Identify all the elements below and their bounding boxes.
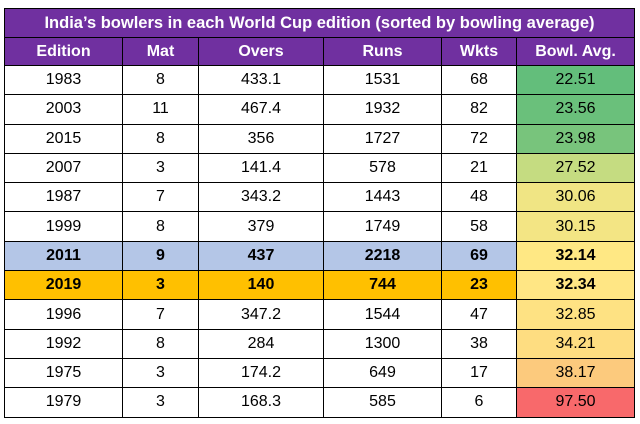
- cell-runs: 1531: [323, 64, 442, 96]
- cell-mat: 8: [122, 123, 199, 154]
- column-header-row: Edition Mat Overs Runs Wkts Bowl. Avg.: [4, 37, 636, 66]
- cell-wkts: 6: [441, 387, 517, 418]
- cell-runs: 649: [323, 357, 442, 389]
- cell-edition: 2015: [4, 123, 123, 154]
- cell-mat: 9: [122, 240, 199, 272]
- table-row: 1996 7 347.2 1544 47 32.85: [4, 299, 636, 330]
- cell-overs: 174.2: [198, 357, 324, 389]
- cell-overs: 467.4: [198, 94, 324, 125]
- cell-runs: 1932: [323, 94, 442, 125]
- cell-runs: 1300: [323, 328, 442, 359]
- cell-bowl-avg: 32.85: [515, 299, 636, 330]
- cell-overs: 347.2: [198, 299, 324, 330]
- cell-bowl-avg: 23.98: [515, 123, 636, 154]
- table-body: 1983 8 433.1 1531 68 22.51 2003 11 467.4…: [4, 64, 636, 418]
- stats-table-container: India’s bowlers in each World Cup editio…: [3, 8, 636, 418]
- cell-runs: 585: [323, 387, 442, 418]
- cell-runs: 578: [323, 152, 442, 184]
- cell-bowl-avg: 30.15: [515, 211, 636, 242]
- cell-edition: 2011: [4, 240, 123, 272]
- column-header-runs: Runs: [323, 37, 442, 66]
- table-row: 1975 3 174.2 649 17 38.17: [4, 357, 636, 389]
- cell-bowl-avg: 34.21: [515, 328, 636, 359]
- cell-wkts: 72: [441, 123, 517, 154]
- cell-edition: 1987: [4, 182, 123, 213]
- column-header-mat: Mat: [122, 37, 199, 66]
- cell-overs: 437: [198, 240, 324, 272]
- cell-edition: 1979: [4, 387, 123, 418]
- cell-wkts: 48: [441, 182, 517, 213]
- cell-overs: 356: [198, 123, 324, 154]
- cell-wkts: 68: [441, 64, 517, 96]
- table-row: 2007 3 141.4 578 21 27.52: [4, 152, 636, 184]
- table-row: 2015 8 356 1727 72 23.98: [4, 123, 636, 154]
- table-row: 1983 8 433.1 1531 68 22.51: [4, 64, 636, 96]
- cell-overs: 433.1: [198, 64, 324, 96]
- table-row: 2011 9 437 2218 69 32.14: [4, 240, 636, 272]
- cell-runs: 2218: [323, 240, 442, 272]
- cell-runs: 1727: [323, 123, 442, 154]
- cell-wkts: 23: [441, 270, 517, 301]
- cell-overs: 141.4: [198, 152, 324, 184]
- table-title-row: India’s bowlers in each World Cup editio…: [3, 8, 636, 38]
- cell-runs: 1749: [323, 211, 442, 242]
- column-header-wkts: Wkts: [441, 37, 517, 66]
- cell-edition: 2007: [4, 152, 123, 184]
- cell-overs: 284: [198, 328, 324, 359]
- cell-bowl-avg: 30.06: [515, 182, 636, 213]
- cell-edition: 1983: [4, 64, 123, 96]
- cell-mat: 3: [122, 152, 199, 184]
- cell-bowl-avg: 32.14: [515, 240, 636, 272]
- cell-edition: 2019: [4, 270, 123, 301]
- cell-bowl-avg: 97.50: [515, 387, 636, 418]
- cell-bowl-avg: 23.56: [515, 94, 636, 125]
- cell-bowl-avg: 22.51: [515, 64, 636, 96]
- cell-mat: 8: [122, 328, 199, 359]
- bowling-stats-table: India’s bowlers in each World Cup editio…: [3, 8, 636, 418]
- cell-wkts: 38: [441, 328, 517, 359]
- cell-mat: 11: [122, 94, 199, 125]
- column-header-bowl-avg: Bowl. Avg.: [515, 37, 636, 66]
- cell-runs: 1544: [323, 299, 442, 330]
- cell-wkts: 21: [441, 152, 517, 184]
- cell-overs: 379: [198, 211, 324, 242]
- table-title: India’s bowlers in each World Cup editio…: [3, 8, 636, 38]
- cell-runs: 744: [323, 270, 442, 301]
- table-row: 2019 3 140 744 23 32.34: [4, 270, 636, 301]
- cell-mat: 7: [122, 182, 199, 213]
- table-row: 2003 11 467.4 1932 82 23.56: [4, 94, 636, 125]
- cell-mat: 3: [122, 357, 199, 389]
- cell-runs: 1443: [323, 182, 442, 213]
- cell-wkts: 17: [441, 357, 517, 389]
- cell-wkts: 82: [441, 94, 517, 125]
- cell-mat: 8: [122, 64, 199, 96]
- cell-overs: 140: [198, 270, 324, 301]
- cell-wkts: 47: [441, 299, 517, 330]
- table-row: 1979 3 168.3 585 6 97.50: [4, 387, 636, 418]
- column-header-edition: Edition: [4, 37, 123, 66]
- cell-wkts: 69: [441, 240, 517, 272]
- cell-edition: 1999: [4, 211, 123, 242]
- cell-mat: 7: [122, 299, 199, 330]
- table-row: 1987 7 343.2 1443 48 30.06: [4, 182, 636, 213]
- cell-overs: 168.3: [198, 387, 324, 418]
- cell-bowl-avg: 38.17: [515, 357, 636, 389]
- cell-overs: 343.2: [198, 182, 324, 213]
- table-row: 1999 8 379 1749 58 30.15: [4, 211, 636, 242]
- cell-edition: 1992: [4, 328, 123, 359]
- cell-bowl-avg: 27.52: [515, 152, 636, 184]
- cell-edition: 1996: [4, 299, 123, 330]
- cell-mat: 3: [122, 387, 199, 418]
- cell-edition: 2003: [4, 94, 123, 125]
- cell-bowl-avg: 32.34: [515, 270, 636, 301]
- cell-wkts: 58: [441, 211, 517, 242]
- cell-edition: 1975: [4, 357, 123, 389]
- table-row: 1992 8 284 1300 38 34.21: [4, 328, 636, 359]
- column-header-overs: Overs: [198, 37, 324, 66]
- cell-mat: 3: [122, 270, 199, 301]
- cell-mat: 8: [122, 211, 199, 242]
